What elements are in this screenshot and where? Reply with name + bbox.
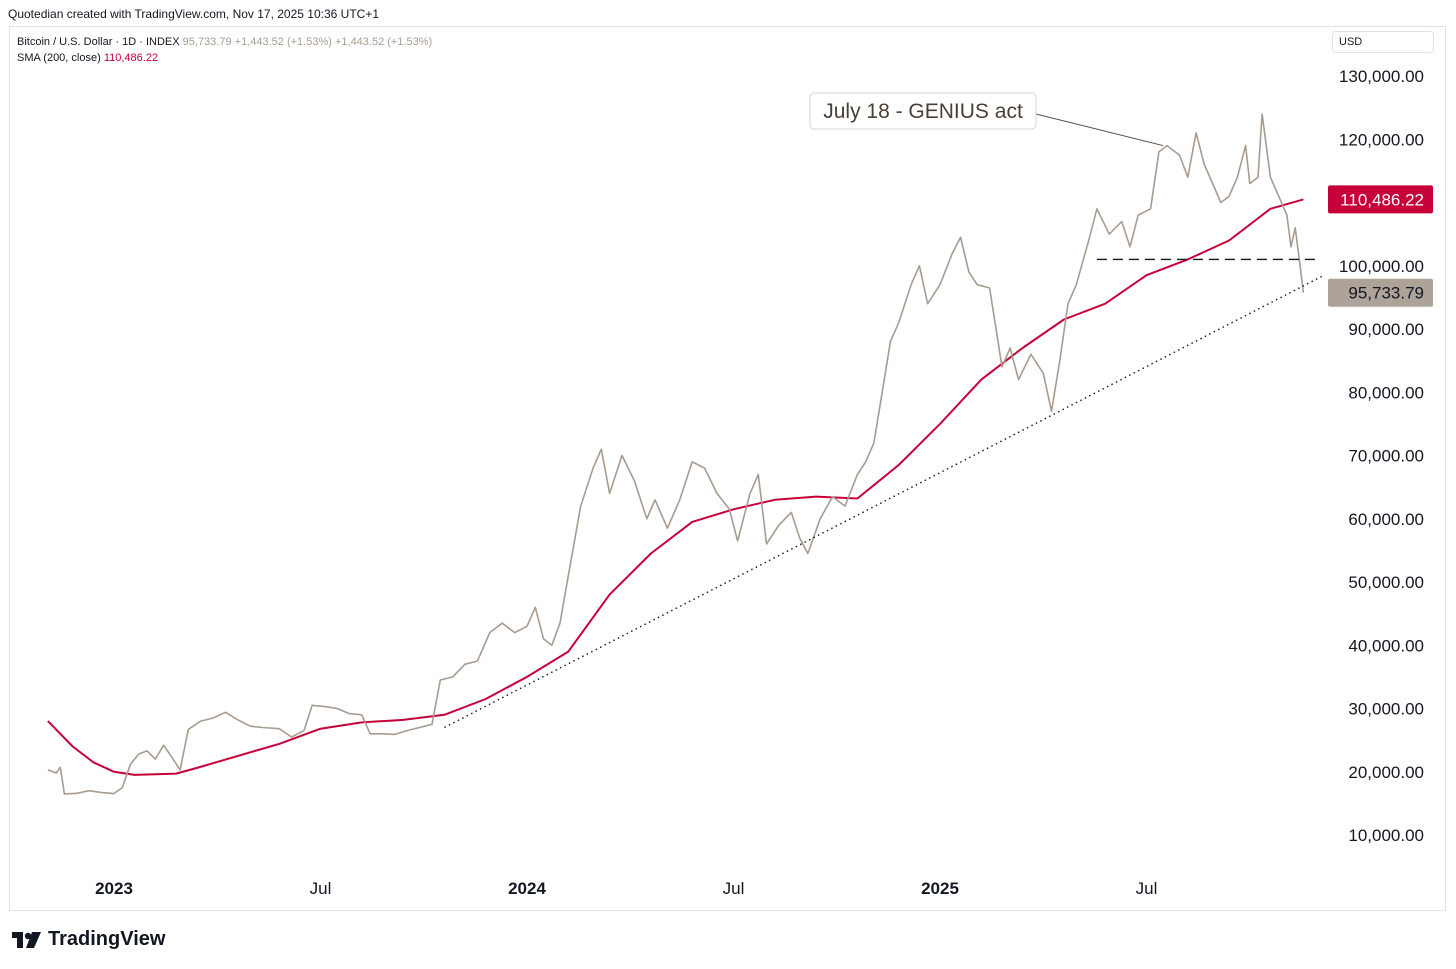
- y-tick-label: 70,000.00: [1348, 447, 1424, 466]
- legend-last-value: 95,733.79: [182, 36, 232, 48]
- y-tick-label: 10,000.00: [1348, 826, 1424, 845]
- y-tick-label: 100,000.00: [1339, 257, 1424, 276]
- x-tick-label: Jul: [310, 879, 332, 898]
- legend-sma-row: SMA (200, close) 110,486.22: [17, 50, 432, 66]
- currency-button[interactable]: USD: [1332, 31, 1434, 53]
- y-tick-label: 80,000.00: [1348, 383, 1424, 402]
- annotation-text: July 18 - GENIUS act: [823, 100, 1023, 123]
- chart-frame: [9, 26, 1446, 911]
- legend-change: +1,443.52 (+1.53%): [234, 36, 332, 48]
- y-tick-label: 30,000.00: [1348, 700, 1424, 719]
- y-tick-label: 20,000.00: [1348, 763, 1424, 782]
- annotation-box[interactable]: [809, 92, 1037, 130]
- legend-change-2: +1,443.52 (+1.53%): [334, 36, 433, 48]
- legend-sma-value: 110,486.22: [103, 52, 159, 64]
- x-tick-label: Jul: [1136, 879, 1158, 898]
- legend-symbol-row: Bitcoin / U.S. Dollar · 1D · INDEX 95,73…: [17, 34, 432, 50]
- price-last-value-bg: [1328, 278, 1433, 307]
- annotation-leader-line: [1035, 113, 1164, 147]
- y-tick-label: 130,000.00: [1339, 67, 1424, 86]
- y-tick-label: 50,000.00: [1348, 573, 1424, 592]
- y-tick-label: 90,000.00: [1348, 320, 1424, 339]
- trend-line[interactable]: [444, 274, 1325, 729]
- sma-last-value-label: 110,486.22: [1328, 185, 1433, 214]
- x-tick-label: Jul: [723, 879, 745, 898]
- sma-series-line[interactable]: [47, 198, 1304, 776]
- tradingview-logo-icon: [12, 931, 41, 948]
- y-tick-label: 120,000.00: [1339, 130, 1424, 149]
- legend-sma-label[interactable]: SMA (200, close): [17, 52, 101, 64]
- legend-symbol[interactable]: Bitcoin / U.S. Dollar · 1D · INDEX: [17, 36, 180, 48]
- sma-last-value-bg: [1328, 185, 1433, 214]
- sma-last-value-text: 110,486.22: [1340, 190, 1424, 209]
- x-tick-label: 2025: [921, 879, 959, 898]
- tradingview-logo-text: TradingView: [48, 928, 166, 950]
- legend: Bitcoin / U.S. Dollar · 1D · INDEX 95,73…: [17, 34, 432, 66]
- x-tick-label: 2024: [508, 879, 546, 898]
- chart-attribution: Quotedian created with TradingView.com, …: [8, 7, 379, 21]
- y-tick-label: 60,000.00: [1348, 510, 1424, 529]
- price-series-line[interactable]: [47, 113, 1305, 795]
- price-last-value-text: 95,733.79: [1348, 284, 1424, 303]
- y-tick-label: 40,000.00: [1348, 636, 1424, 655]
- x-tick-label: 2023: [95, 879, 133, 898]
- tradingview-logo[interactable]: TradingView: [12, 928, 165, 951]
- price-last-value-label: 95,733.79: [1328, 278, 1433, 307]
